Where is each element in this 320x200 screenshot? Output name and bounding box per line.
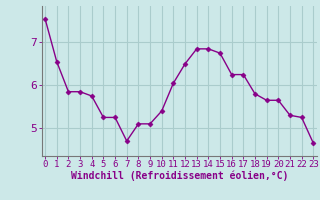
X-axis label: Windchill (Refroidissement éolien,°C): Windchill (Refroidissement éolien,°C) xyxy=(70,171,288,181)
